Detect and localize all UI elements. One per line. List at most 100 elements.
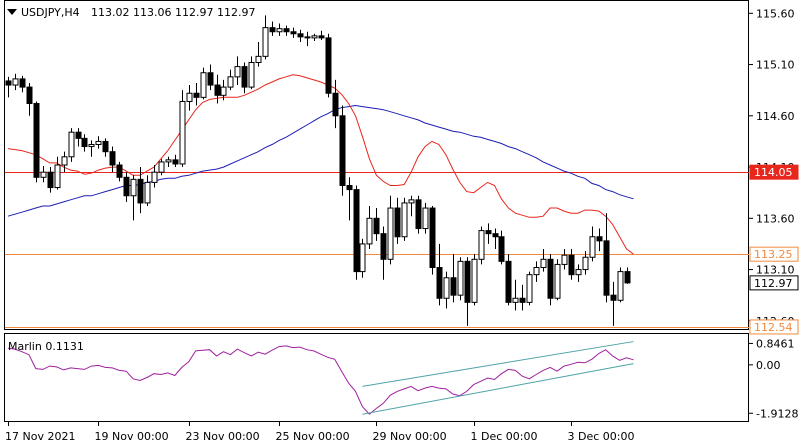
candle [610, 281, 617, 326]
candle [158, 158, 165, 176]
candle [276, 23, 283, 36]
candle-body-down [26, 86, 33, 104]
candle [415, 195, 422, 234]
candle [304, 31, 311, 47]
candle-body-down [193, 92, 200, 98]
candle-body-down [304, 36, 311, 39]
candle [144, 175, 151, 206]
candle-body-down [339, 115, 346, 186]
time-tick-label: 23 Nov 00:00 [186, 430, 260, 443]
candle [575, 264, 582, 282]
candle-body-down [137, 178, 144, 204]
candle-body-up [151, 171, 158, 183]
candle-body-up [227, 76, 234, 88]
marlin-tick-label: 0.8461 [756, 337, 795, 350]
candle-body-down [325, 37, 332, 94]
level-box-bg [749, 319, 799, 335]
price-tick-label: 115.60 [756, 7, 795, 20]
candle [589, 226, 596, 262]
candle [401, 197, 408, 241]
candle-body-down [380, 233, 387, 260]
time-tick-label: 3 Dec 00:00 [568, 430, 635, 443]
candle [283, 25, 290, 36]
candle-body-down [610, 294, 617, 301]
candle [123, 172, 130, 202]
candle-body-up [248, 62, 255, 88]
candle [207, 64, 214, 91]
candle-body-down [436, 267, 443, 299]
candle [234, 56, 241, 86]
candle [540, 249, 547, 272]
candle [193, 83, 200, 106]
candle [554, 259, 561, 301]
candle-body-up [40, 171, 47, 178]
time-tick-label: 1 Dec 00:00 [471, 430, 538, 443]
candle [12, 73, 19, 91]
candle [582, 251, 589, 275]
level-box: 113.25 [749, 246, 799, 262]
candle-body-down [485, 230, 492, 235]
level-box-bg [749, 275, 799, 291]
candle [366, 206, 373, 250]
candle [116, 161, 123, 182]
candle [568, 249, 575, 280]
time-tick-label: 29 Nov 00:00 [373, 430, 447, 443]
channel-lower-line [362, 363, 634, 415]
candle-body-up [366, 217, 373, 245]
candle [318, 30, 325, 40]
candle-body-up [561, 254, 568, 265]
candle [457, 257, 464, 301]
candle-body-down [123, 176, 130, 197]
candle-body-down [283, 28, 290, 33]
candle [54, 156, 61, 190]
candle [492, 228, 499, 250]
candle-body-up [68, 131, 75, 158]
candle [464, 257, 471, 326]
price-tick-label: 113.10 [756, 264, 795, 277]
time-axis: 17 Nov 2021 19 Nov 00:00 23 Nov 00:00 25 No… [5, 422, 634, 443]
candle [311, 33, 318, 41]
candle-body-down [547, 258, 554, 299]
candle [47, 167, 54, 193]
candle-body-up [88, 144, 95, 148]
time-tick-label: 25 Nov 00:00 [276, 430, 350, 443]
candle-body-down [498, 236, 505, 262]
candle [596, 228, 603, 252]
candle-body-up [575, 269, 582, 276]
candle-body-up [165, 159, 172, 163]
candle [339, 105, 346, 196]
candle [26, 83, 33, 116]
candle-body-up [526, 274, 533, 303]
candle [353, 185, 360, 280]
candle-body-up [144, 181, 151, 204]
candle-body-down [75, 131, 82, 139]
candle-body-up [255, 55, 262, 63]
candle-body-down [596, 236, 603, 242]
candle-body-down [290, 31, 297, 35]
candle-body-down [19, 78, 26, 88]
candle-body-down [172, 159, 179, 165]
candle [40, 166, 47, 183]
candle [526, 271, 533, 306]
candle [512, 279, 519, 311]
candle [325, 33, 332, 98]
candle [172, 154, 179, 168]
candle-body-down [116, 164, 123, 178]
candle [478, 226, 485, 265]
marlin-tick-label: -1.9128 [756, 407, 798, 420]
candle [422, 202, 429, 234]
candle-body-up [54, 164, 61, 189]
time-tick-label: 19 Nov 00:00 [95, 430, 169, 443]
level-box-bg [749, 164, 799, 180]
candle [505, 254, 512, 306]
candle [33, 101, 40, 183]
candle [19, 75, 26, 93]
level-box-label: 114.05 [754, 166, 793, 179]
candle-body-up [617, 271, 624, 301]
candle-body-down [214, 84, 221, 96]
indicator-panel [4, 333, 749, 422]
candle [346, 177, 353, 221]
candle-body-down [241, 66, 248, 88]
dropdown-triangle-icon[interactable] [7, 9, 17, 15]
main-panel [4, 0, 749, 330]
